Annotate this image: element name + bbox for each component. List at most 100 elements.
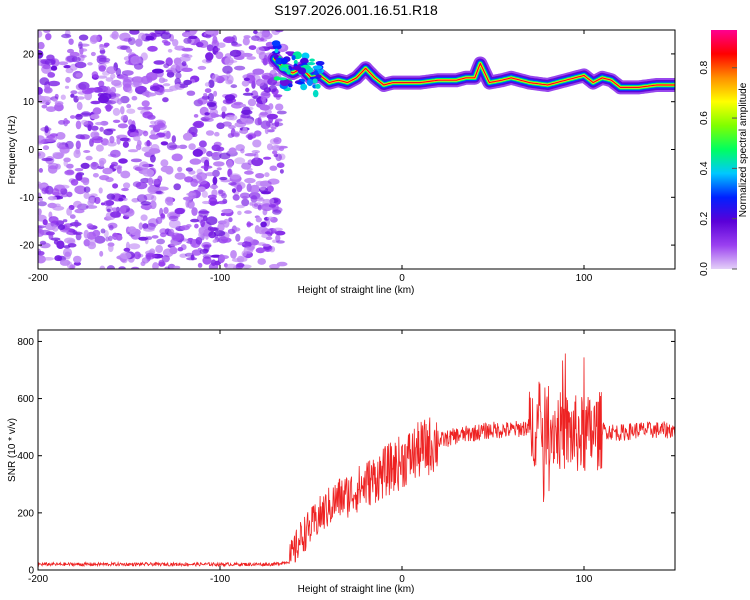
noise-blob [213,90,218,97]
figure-title: S197.2026.001.16.51.R18 [274,2,438,18]
noise-blob [136,140,142,147]
noise-blob [174,45,186,51]
noise-blob [223,37,235,44]
noise-blob [272,209,282,215]
noise-blob [48,80,60,87]
noise-blob [152,68,164,74]
noise-blob [263,156,272,160]
noise-blob [128,124,137,133]
y-tick-label: 0 [28,145,34,156]
noise-blob [64,85,70,89]
noise-blob [39,242,51,249]
noise-blob [85,155,93,161]
noise-blob [38,87,43,95]
noise-blob [212,152,219,157]
y-tick-label: -20 [20,241,35,252]
noise-blob [267,129,275,133]
noise-blob [99,160,105,168]
noise-blob [234,121,247,128]
noise-blob [110,73,116,79]
noise-blob [103,200,113,207]
noise-blob [43,30,51,33]
noise-blob [249,184,260,194]
noise-blob [185,167,193,172]
noise-blob [259,185,266,191]
noise-blob [229,173,241,180]
noise-blob [112,232,119,240]
noise-blob [62,247,73,257]
noise-blob [206,101,217,108]
noise-blob [216,77,226,82]
noise-blob [266,143,273,151]
noise-blob [112,107,121,116]
noise-blob [228,147,237,154]
noise-blob [251,150,260,154]
noise-blob [103,128,114,136]
noise-blob [171,135,176,143]
noise-blob [210,227,215,233]
noise-blob [106,66,117,74]
noise-blob [145,254,158,258]
noise-blob [110,211,121,218]
colorbar-bar [711,30,737,269]
ridge-speckle [315,83,321,89]
noise-blob [78,81,90,90]
noise-blob [144,141,153,147]
noise-blob [126,108,136,114]
noise-blob [265,236,273,240]
noise-blob [47,196,58,201]
noise-blob [174,172,186,180]
noise-blob [231,188,237,194]
noise-blob [118,197,124,202]
noise-blob [122,78,132,88]
noise-blob [91,71,99,78]
noise-blob [164,196,174,205]
noise-blob [105,236,110,242]
noise-blob [63,65,71,69]
ridge-speckle [281,67,287,71]
noise-blob [175,72,182,79]
noise-blob [181,61,187,67]
noise-blob [248,192,261,200]
noise-blob [83,192,90,199]
noise-blob [273,227,283,232]
noise-blob [50,237,61,241]
noise-blob [109,135,115,144]
noise-blob [275,234,281,242]
noise-blob [98,57,111,63]
noise-blob [171,232,182,242]
noise-blob [123,247,131,252]
noise-blob [195,237,203,245]
noise-blob [126,103,132,109]
noise-blob [192,133,198,137]
x-tick-label: 0 [399,273,405,284]
noise-blob [196,172,208,181]
noise-blob [230,84,238,89]
noise-blob [210,259,217,267]
noise-blob [97,85,109,93]
noise-blob [157,186,169,191]
noise-blob [131,95,138,101]
noise-blob [91,138,104,144]
noise-blob [255,217,262,223]
noise-blob [74,168,84,172]
noise-blob [190,178,199,187]
noise-blob [234,157,246,165]
noise-blob [69,214,76,219]
noise-blob [142,111,154,119]
noise-blob [160,165,173,173]
noise-blob [192,148,203,157]
noise-blob [38,255,46,264]
noise-blob [260,120,271,130]
noise-blob [267,216,274,221]
noise-blob [208,79,215,88]
noise-blob [155,216,163,225]
noise-blob [109,33,118,39]
noise-blob [204,88,212,93]
noise-blob [81,119,89,125]
noise-blob [204,232,209,240]
noise-blob [264,127,269,135]
ridge-band-5 [274,58,675,88]
noise-blob [149,134,159,140]
